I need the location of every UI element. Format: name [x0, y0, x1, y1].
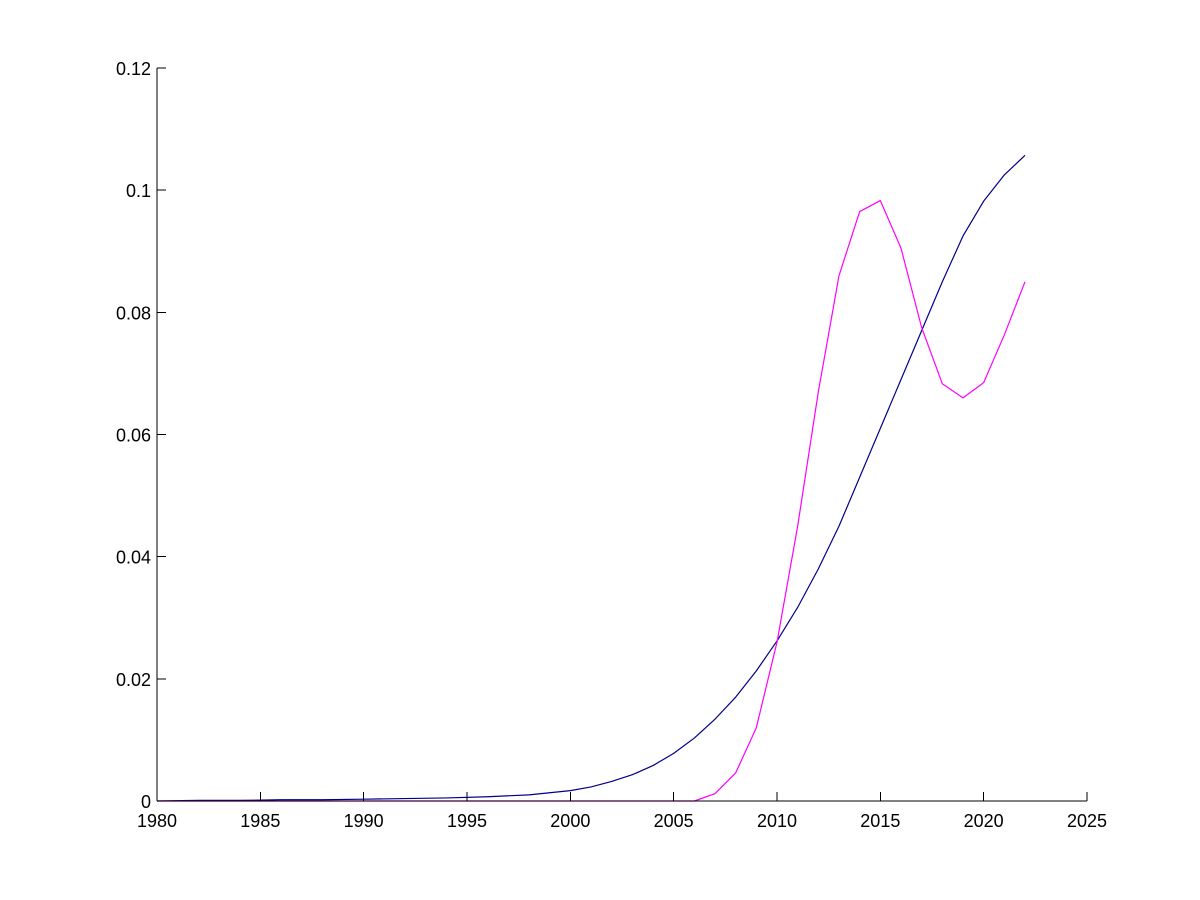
- series-line-2: [157, 199, 1026, 802]
- y-tick-label: 0.12: [116, 59, 151, 79]
- x-tick-label: 2010: [757, 811, 797, 831]
- x-tick-label: 1995: [447, 811, 487, 831]
- x-tick-label: 2015: [860, 811, 900, 831]
- y-tick-label: 0.02: [116, 670, 151, 690]
- x-tick-label: 1990: [344, 811, 384, 831]
- y-tick-label: 0.06: [116, 426, 151, 446]
- x-tick-label: 2025: [1067, 811, 1107, 831]
- y-tick-label: 0.04: [116, 548, 151, 568]
- x-tick-label: 2005: [654, 811, 694, 831]
- axes-layer: 1980 1985 1990 1995 2000 2005 2010 2015 2020 2025…: [116, 59, 1107, 831]
- series-layer: [156, 154, 1026, 802]
- y-tick-label: 0.08: [116, 303, 151, 323]
- y-tick-label: 0: [141, 792, 151, 812]
- x-tick-label: 1985: [240, 811, 280, 831]
- x-tick-label: 1980: [137, 811, 177, 831]
- y-tick-label: 0.1: [126, 181, 151, 201]
- x-tick-label: 2020: [964, 811, 1004, 831]
- series-line-1: [156, 154, 1026, 802]
- x-tick-label: 2000: [550, 811, 590, 831]
